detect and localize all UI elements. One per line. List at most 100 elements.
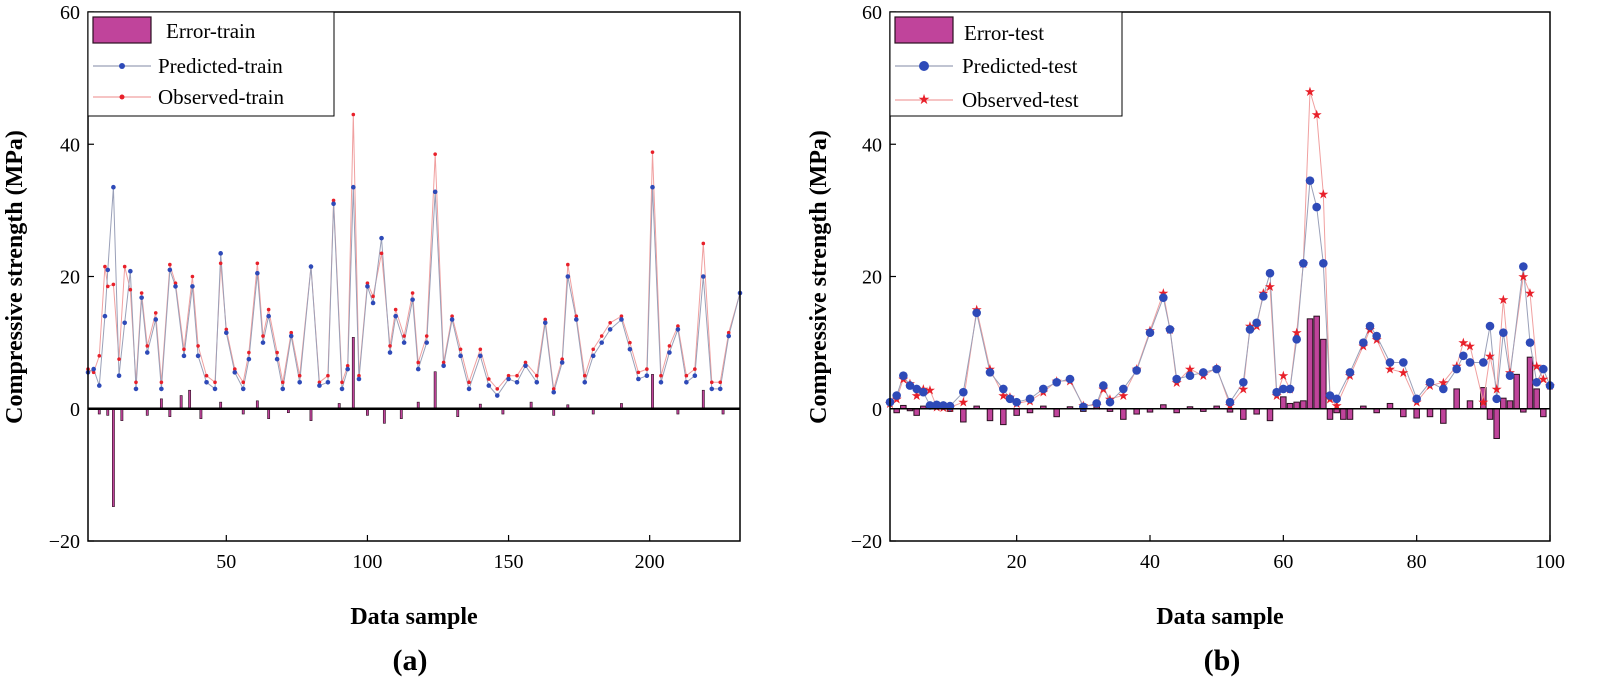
observed-point (241, 380, 246, 385)
observed-point (523, 360, 528, 365)
observed-point (628, 340, 632, 345)
observed-point: ★ (1524, 286, 1536, 301)
predicted-point (1079, 402, 1088, 412)
error-bar (986, 408, 994, 422)
observed-point (97, 354, 102, 358)
observed-point (676, 324, 680, 328)
predicted-point (619, 317, 624, 322)
x-tick-label: 80 (1407, 551, 1427, 573)
observed-point (117, 357, 121, 361)
observed-point (424, 334, 429, 338)
observed-point (134, 380, 138, 385)
predicted-point (565, 274, 571, 279)
predicted-point (650, 184, 655, 190)
observed-point (365, 281, 370, 285)
observed-point (619, 314, 624, 318)
predicted-point (644, 373, 650, 378)
predicted-point (1159, 293, 1168, 302)
predicted-point (133, 386, 139, 392)
predicted-point (1212, 364, 1221, 374)
observed-point: ★ (1331, 398, 1343, 413)
predicted-point (393, 313, 398, 319)
observed-point: ★ (1491, 381, 1503, 396)
predicted-point (1325, 391, 1335, 400)
observed-point: ★ (1311, 107, 1323, 122)
predicted-point (1365, 321, 1375, 331)
legend-marker-observed-test: ★ (918, 93, 931, 108)
predicted-point (111, 184, 116, 190)
predicted-point (181, 353, 187, 359)
predicted-point (173, 284, 178, 289)
predicted-point (1539, 364, 1548, 374)
predicted-point (339, 386, 345, 392)
predicted-point (582, 380, 588, 385)
error-bar (1486, 408, 1494, 420)
observed-point: ★ (1438, 375, 1450, 390)
observed-point: ★ (1291, 325, 1303, 340)
panel-a-label: (a) (393, 644, 428, 677)
observed-point (173, 281, 178, 285)
legend-label-predicted-train: Predicted-train (158, 54, 283, 78)
observed-point (709, 380, 714, 385)
predicted-point (675, 327, 681, 332)
predicted-point (415, 366, 421, 372)
y-tick-label: −20 (49, 531, 80, 553)
predicted-point (912, 384, 921, 394)
predicted-point (240, 386, 246, 392)
observed-point: ★ (1398, 365, 1410, 380)
predicted-point (116, 373, 122, 378)
observed-point (574, 314, 579, 318)
observed-point (608, 320, 612, 325)
predicted-point (892, 391, 901, 400)
x-tick-label: 60 (1273, 551, 1293, 573)
predicted-point (607, 327, 613, 332)
observed-point (582, 373, 587, 378)
error-bar (159, 398, 163, 410)
predicted-point (905, 381, 915, 390)
observed-point (255, 261, 260, 266)
predicted-point (1525, 338, 1535, 347)
predicted-point (1452, 364, 1461, 374)
predicted-point (1292, 335, 1301, 344)
y-tick-label: 40 (60, 134, 80, 156)
error-bar (188, 389, 192, 410)
predicted-point (667, 350, 672, 355)
predicted-point (1252, 318, 1261, 328)
error-bar (199, 408, 203, 419)
observed-point (667, 344, 672, 348)
x-tick-label: 100 (352, 551, 382, 573)
predicted-point (379, 235, 384, 241)
predicted-point (1345, 368, 1355, 377)
predicted-point (684, 380, 689, 385)
predicted-point (985, 368, 995, 377)
predicted-point (1239, 378, 1248, 387)
predicted-point (370, 300, 376, 306)
error-bar (433, 371, 437, 410)
predicted-point (1265, 268, 1275, 278)
error-bar (1306, 318, 1314, 410)
observed-point: ★ (1118, 388, 1130, 403)
observed-point (515, 373, 519, 378)
legend-label-observed-test: Observed-test (962, 88, 1079, 112)
predicted-point (190, 284, 195, 289)
observed-point (379, 251, 384, 256)
error-bar (112, 408, 115, 507)
observed-point (153, 311, 158, 315)
error-bar (309, 408, 313, 421)
predicted-point (1279, 384, 1288, 394)
predicted-point (1199, 368, 1208, 377)
observed-point (331, 198, 336, 203)
predicted-line (87, 187, 741, 397)
observed-point (91, 370, 96, 375)
observed-point (388, 344, 392, 348)
predicted-point (288, 333, 294, 339)
observed-point (684, 373, 689, 378)
predicted-point (1119, 384, 1128, 394)
x-tick-label: 100 (1535, 551, 1565, 573)
observed-point: ★ (958, 395, 970, 410)
predicted-point (726, 333, 732, 339)
observed-point (168, 262, 172, 267)
error-bar (1453, 388, 1460, 410)
predicted-point (1172, 374, 1181, 384)
